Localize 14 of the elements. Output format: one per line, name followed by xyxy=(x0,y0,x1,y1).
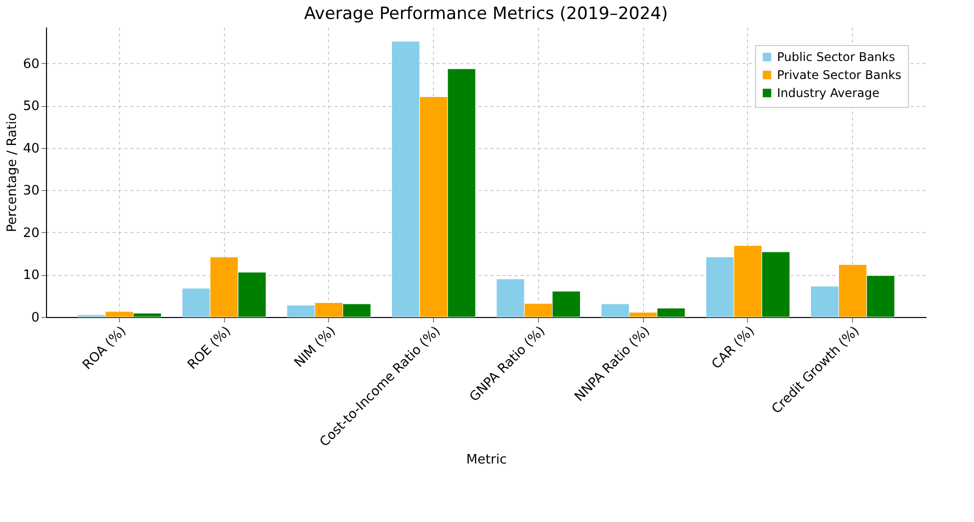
legend-label: Private Sector Banks xyxy=(777,68,902,82)
legend-label: Industry Average xyxy=(777,86,880,100)
y-tick-label: 50 xyxy=(22,99,40,114)
y-tick-label: 10 xyxy=(22,268,40,284)
y-tick-label: 40 xyxy=(22,141,40,156)
chart-title: Average Performance Metrics (2019–2024) xyxy=(304,4,668,24)
x-axis-title: Metric xyxy=(466,452,507,468)
y-tick-label: 60 xyxy=(22,56,40,72)
x-tick-label: CAR (%) xyxy=(709,324,758,372)
y-tick-label: 30 xyxy=(22,184,40,199)
y-axis-title: Percentage / Ratio xyxy=(4,112,20,232)
legend-label: Public Sector Banks xyxy=(777,50,896,64)
y-tick-label: 20 xyxy=(22,226,40,241)
y-tick-label: 0 xyxy=(31,310,40,326)
